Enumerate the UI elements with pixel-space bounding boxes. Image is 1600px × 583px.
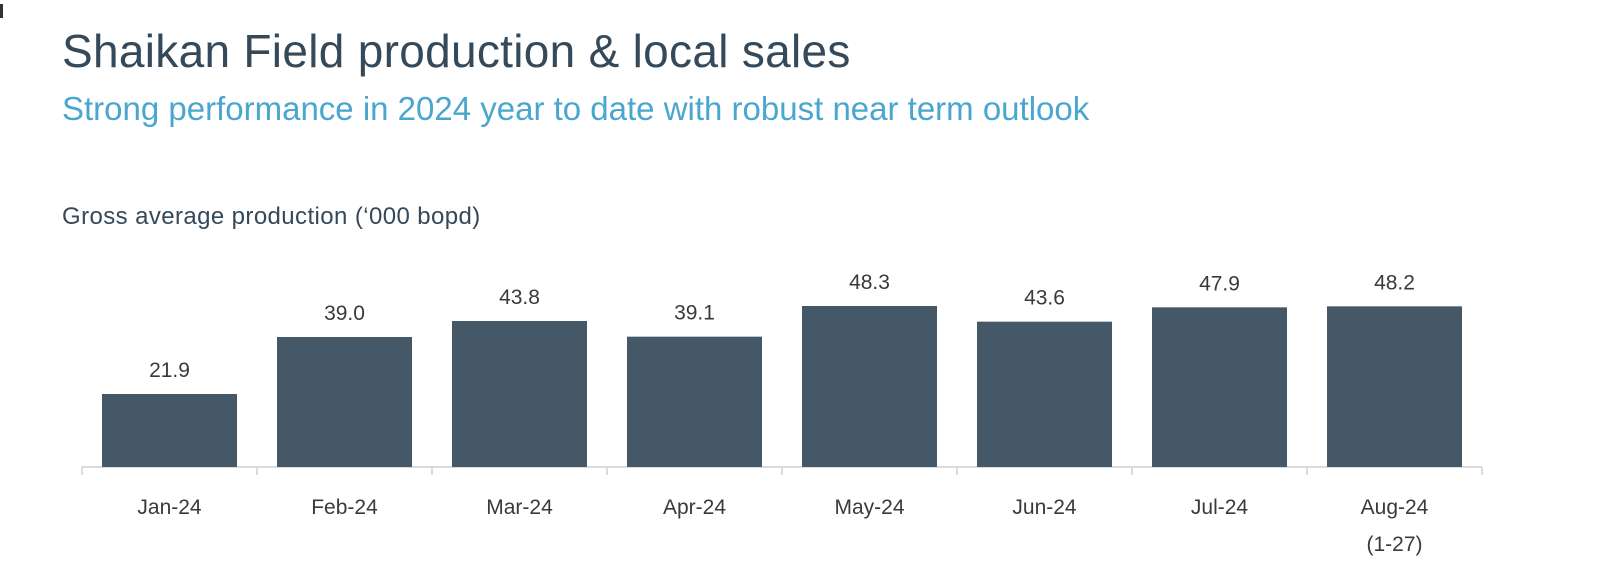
x-tick-label: Feb-24 [311, 496, 378, 519]
bar [627, 336, 762, 467]
x-tick-label: Jun-24 [1012, 496, 1077, 519]
x-tick-label: Aug-24 (1-27) [1361, 496, 1429, 556]
bar [452, 321, 587, 467]
page-title: Shaikan Field production & local sales [62, 25, 851, 77]
data-label: 39.1 [674, 302, 715, 325]
x-tick-label: Apr-24 [663, 496, 726, 519]
x-tick-label: Mar-24 [486, 496, 553, 519]
edge-mark [0, 4, 3, 18]
bar [1327, 306, 1462, 467]
x-tick-label: May-24 [834, 496, 904, 519]
data-label: 21.9 [149, 359, 190, 382]
page-subtitle: Strong performance in 2024 year to date … [62, 90, 1090, 127]
data-label: 47.9 [1199, 272, 1240, 295]
data-label: 43.8 [499, 286, 540, 309]
data-label: 43.6 [1024, 287, 1065, 310]
bar [102, 394, 237, 467]
data-label: 48.2 [1374, 271, 1415, 294]
bar [277, 337, 412, 467]
bar [977, 321, 1112, 467]
data-label: 39.0 [324, 302, 365, 325]
bar [802, 306, 937, 467]
x-tick-label: Jan-24 [137, 496, 202, 519]
x-tick-label: Jul-24 [1191, 496, 1249, 519]
chart-title: Gross average production (‘000 bopd) [62, 203, 481, 230]
bar [1152, 307, 1287, 467]
data-label: 48.3 [849, 271, 890, 294]
